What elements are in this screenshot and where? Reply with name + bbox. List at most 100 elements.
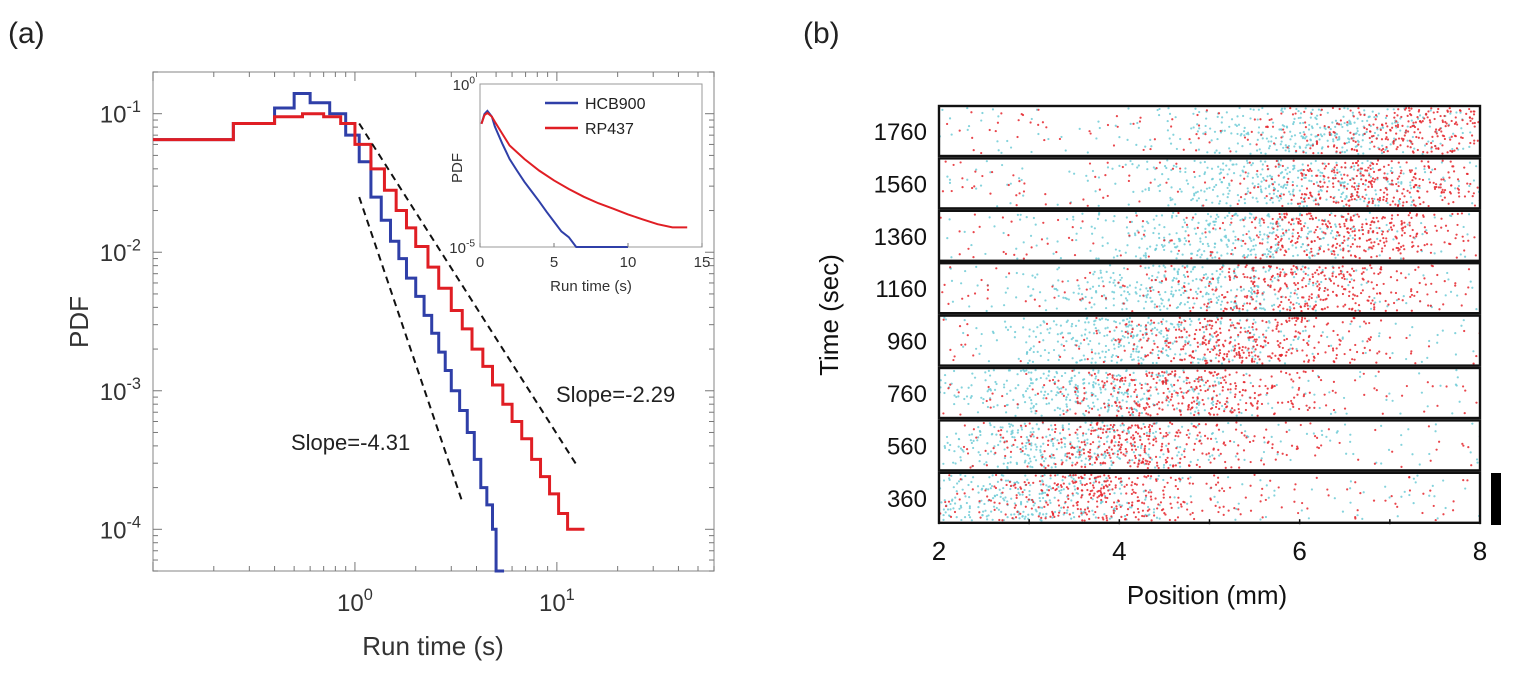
scatter-point — [1112, 144, 1116, 147]
scatter-point — [1381, 230, 1385, 233]
scatter-point — [1194, 107, 1197, 110]
scatter-point — [1140, 356, 1143, 360]
scatter-point — [1250, 239, 1253, 243]
scatter-point — [1189, 460, 1192, 463]
scatter-point — [1384, 299, 1387, 303]
scatter-point — [1310, 240, 1313, 243]
scatter-point — [1192, 297, 1195, 300]
scatter-point — [1190, 127, 1193, 130]
scatter-point — [1246, 349, 1249, 352]
scatter-point — [1216, 376, 1219, 380]
scatter-point — [1204, 286, 1207, 289]
scatter-point — [1343, 277, 1346, 281]
inset-series-rp437 — [480, 111, 688, 229]
scatter-point — [1133, 407, 1136, 411]
scatter-point — [1254, 244, 1257, 247]
scatter-point — [1230, 289, 1233, 292]
scatter-point — [1023, 452, 1026, 456]
scatter-point — [1256, 361, 1259, 365]
scatter-point — [1219, 267, 1222, 271]
scatter-point — [1072, 291, 1075, 294]
scatter-point — [1015, 204, 1018, 207]
scatter-point — [1298, 189, 1301, 192]
scatter-point — [1276, 321, 1279, 324]
scatter-point — [1204, 231, 1207, 234]
scatter-point — [1287, 400, 1290, 404]
scatter-point — [1319, 133, 1322, 136]
scatter-point — [1304, 176, 1307, 180]
scatter-point — [1163, 236, 1166, 239]
scatter-point — [1257, 108, 1260, 111]
scatter-point — [1264, 270, 1267, 273]
scatter-point — [1342, 115, 1345, 118]
scatter-point — [1044, 390, 1047, 393]
scatter-point — [1323, 393, 1326, 396]
scatter-point — [1353, 165, 1356, 168]
scatter-point — [1213, 223, 1216, 227]
scatter-point — [1243, 381, 1246, 384]
scatter-point — [1127, 203, 1130, 206]
scatter-point — [1302, 338, 1305, 342]
scatter-point — [1394, 322, 1397, 325]
scatter-point — [1144, 252, 1147, 255]
scatter-point — [1174, 328, 1178, 331]
scatter-point — [1042, 221, 1045, 224]
scatter-point — [1179, 239, 1182, 242]
scatter-point — [1347, 284, 1350, 287]
scatter-point — [1402, 137, 1405, 141]
scatter-point — [1177, 249, 1181, 252]
scatter-point — [1137, 362, 1140, 365]
scatter-point — [1282, 232, 1285, 235]
scatter-point — [1116, 455, 1119, 459]
scatter-point — [1016, 213, 1019, 217]
scatter-point — [1156, 375, 1159, 379]
scatter-point — [1293, 134, 1297, 137]
scatter-point — [1449, 242, 1452, 246]
scatter-point — [1441, 198, 1444, 202]
scatter-point — [1468, 184, 1471, 188]
scatter-point — [1309, 116, 1312, 119]
scatter-point — [1301, 349, 1304, 352]
scatter-point — [1346, 270, 1349, 274]
scatter-point — [1463, 255, 1467, 258]
scatter-point — [1130, 220, 1133, 223]
scatter-point — [1226, 290, 1229, 294]
scatter-point — [1292, 228, 1295, 231]
scatter-point — [1185, 179, 1188, 182]
scatter-point — [1382, 282, 1385, 286]
scatter-point — [1242, 233, 1245, 237]
scatter-point — [1344, 303, 1347, 306]
scatter-point — [1405, 301, 1408, 305]
scatter-point — [1434, 423, 1437, 426]
scatter-point — [1290, 239, 1294, 242]
scatter-point — [1139, 446, 1143, 450]
scatter-point — [1400, 180, 1403, 184]
scatter-point — [1293, 145, 1296, 148]
scatter-point — [1453, 149, 1456, 152]
scatter-point — [989, 192, 992, 195]
scatter-point — [1148, 447, 1151, 451]
scatter-point — [1363, 200, 1366, 203]
scatter-point — [1149, 323, 1152, 326]
scatter-point — [1352, 177, 1355, 180]
scatter-point — [1315, 174, 1318, 177]
scatter-point — [1469, 451, 1472, 454]
scatter-point — [999, 426, 1002, 429]
scatter-point — [1242, 130, 1246, 133]
scatter-point — [1363, 346, 1366, 349]
scatter-point — [1205, 328, 1208, 331]
scatter-point — [1227, 239, 1231, 242]
scatter-point — [1152, 431, 1155, 435]
scatter-point — [1334, 237, 1337, 240]
scatter-point — [1257, 126, 1261, 129]
scatter-point — [1076, 396, 1079, 400]
scatter-point — [1301, 172, 1304, 176]
scatter-point — [1301, 265, 1304, 268]
scatter-point — [1295, 319, 1298, 323]
scatter-point — [1143, 229, 1146, 232]
scatter-point — [1324, 223, 1327, 226]
scatter-point — [1140, 444, 1143, 448]
scatter-point — [1164, 266, 1167, 269]
scatter-point — [1280, 300, 1283, 304]
scatter-point — [1068, 383, 1072, 386]
